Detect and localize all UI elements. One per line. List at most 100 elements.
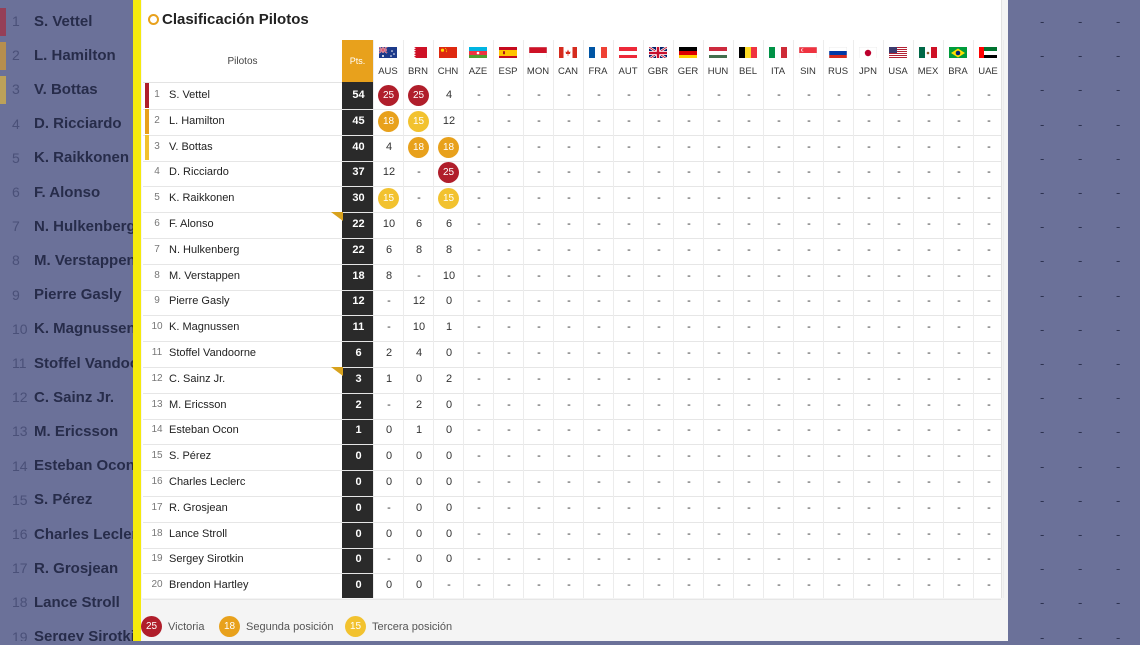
driver-row[interactable]: 8 M. Verstappen 18 8-10- - - - - - - - - - - - - - - - - - xyxy=(143,263,1001,291)
race-header-esp[interactable]: ESP xyxy=(493,40,523,82)
race-result-cell: - xyxy=(853,237,884,263)
driver-row[interactable]: 19 Sergey Sirotkin 0-0 0- - - - - - - - - - - - - - - - - - xyxy=(143,547,1001,575)
race-header-jpn[interactable]: JPN xyxy=(853,40,883,82)
race-result-cell: - xyxy=(913,495,944,521)
background-position: 8 xyxy=(12,252,20,269)
race-result-cell: - xyxy=(373,392,404,418)
race-result-cell: - xyxy=(613,83,644,108)
driver-row[interactable]: 2 L. Hamilton 45 18 15 12- - - - - - - - - - - - - - - - - - xyxy=(143,108,1001,136)
race-header-can[interactable]: CAN xyxy=(553,40,583,82)
driver-name[interactable]: K. Magnussen xyxy=(169,321,240,334)
race-result-cell: - xyxy=(763,418,794,444)
race-result-cell: - xyxy=(853,495,884,521)
race-result-cell: - xyxy=(793,237,824,263)
race-result-cell: - xyxy=(523,547,554,573)
race-header-uae[interactable]: UAE xyxy=(973,40,1003,82)
driver-name[interactable]: Lance Stroll xyxy=(169,527,228,540)
driver-name[interactable]: Sergey Sirotkin xyxy=(169,553,244,566)
race-result-cell: - xyxy=(493,366,524,392)
driver-row[interactable]: 11 Stoffel Vandoorne 6 2 4 0- - - - - - - - - - - - - - - - -… xyxy=(143,341,1001,368)
race-result-cell: - xyxy=(673,212,704,237)
background-dash: - xyxy=(1040,595,1045,611)
driver-row[interactable]: 3 V. Bottas 40 4 18 18- - - - - - - - - - - - - - - - - - xyxy=(143,134,1001,162)
driver-name[interactable]: F. Alonso xyxy=(169,218,214,230)
driver-name[interactable]: M. Ericsson xyxy=(169,398,227,411)
driver-name[interactable]: M. Verstappen xyxy=(169,269,240,282)
race-result-cell: - xyxy=(763,573,794,599)
race-header-chn[interactable]: CHN xyxy=(433,40,463,82)
race-header-mon[interactable]: MON xyxy=(523,40,553,82)
race-result-cell: 1 xyxy=(403,418,434,444)
race-result-cell: - xyxy=(583,470,614,495)
driver-row[interactable]: 5 K. Raikkonen 30 15-15- - - - - - - - - - - - - - - - - - xyxy=(143,186,1001,214)
race-header-gbr[interactable]: GBR xyxy=(643,40,673,82)
race-result-cell: - xyxy=(703,263,734,289)
driver-name[interactable]: N. Hulkenberg xyxy=(169,243,240,256)
driver-name[interactable]: Stoffel Vandoorne xyxy=(169,347,257,359)
race-header-hun[interactable]: HUN xyxy=(703,40,733,82)
driver-row[interactable]: 17 R. Grosjean 0-0 0- - - - - - - - - - - - - - - - - - xyxy=(143,495,1001,523)
legend-label: Victoria xyxy=(168,620,205,633)
driver-row[interactable]: 13 M. Ericsson 2-2 0- - - - - - - - - - - - - - - - - - xyxy=(143,392,1001,420)
race-header-usa[interactable]: USA xyxy=(883,40,913,82)
hungary-flag xyxy=(709,46,727,58)
driver-name[interactable]: K. Raikkonen xyxy=(169,192,235,205)
driver-name[interactable]: C. Sainz Jr. xyxy=(169,372,226,385)
aus-flag xyxy=(379,46,397,58)
driver-row[interactable]: 12 C. Sainz Jr. 3 1 0 2- - - - - - - - - - - - - - - - - - xyxy=(143,366,1001,394)
driver-name[interactable]: R. Grosjean xyxy=(169,501,228,514)
driver-name[interactable]: D. Ricciardo xyxy=(169,166,229,179)
race-result-cell: - xyxy=(553,573,584,599)
driver-position: 18 xyxy=(151,527,163,539)
driver-row[interactable]: 10 K. Magnussen 11-10 1- - - - - - - - - - - - - - - - - - xyxy=(143,315,1001,343)
race-result-cell: - xyxy=(793,444,824,470)
background-dash: - xyxy=(1116,356,1121,371)
driver-position: 6 xyxy=(154,218,160,229)
race-header-sin[interactable]: SIN xyxy=(793,40,823,82)
race-header-bel[interactable]: BEL xyxy=(733,40,763,82)
race-result-cell: - xyxy=(763,83,794,108)
driver-row[interactable]: 20 Brendon Hartley 0 0 0- - - - - - - - - - - - - - - - - - - xyxy=(143,573,1001,601)
driver-name[interactable]: Charles Leclerc xyxy=(169,476,246,488)
race-header-aze[interactable]: AZE xyxy=(463,40,493,82)
race-result-cell: - xyxy=(883,341,914,366)
background-driver-name: N. Hulkenberg xyxy=(34,217,133,235)
background-dash: - xyxy=(1040,561,1045,577)
driver-name[interactable]: Esteban Ocon xyxy=(169,424,239,437)
driver-name[interactable]: S. Vettel xyxy=(169,89,210,101)
driver-name[interactable]: S. Pérez xyxy=(169,450,212,463)
race-result-cell: - xyxy=(883,315,914,341)
driver-row[interactable]: 6 F. Alonso 22 10 6 6- - - - - - - - - - - - - - - - - - xyxy=(143,212,1001,239)
race-result-cell: 10 xyxy=(373,212,404,237)
driver-row[interactable]: 16 Charles Leclerc 0 0 0 0- - - - - - - - - - - - - - - - - - xyxy=(143,470,1001,497)
driver-name[interactable]: L. Hamilton xyxy=(169,114,225,127)
driver-row[interactable]: 4 D. Ricciardo 37 12-25- - - - - - - - - - - - - - - - - - xyxy=(143,160,1001,188)
background-driver-name: Esteban Ocon xyxy=(34,457,133,475)
driver-row[interactable]: 9 Pierre Gasly 12-12 0- - - - - - - - - - - - - - - - - - xyxy=(143,289,1001,317)
driver-name[interactable]: Pierre Gasly xyxy=(169,295,230,308)
race-result-cell: - xyxy=(523,315,554,341)
driver-row[interactable]: 7 N. Hulkenberg 22 6 8 8- - - - - - - - - - - - - - - - - - xyxy=(143,237,1001,265)
race-header-bra[interactable]: BRA xyxy=(943,40,973,82)
race-header-rus[interactable]: RUS xyxy=(823,40,853,82)
race-header-mex[interactable]: MEX xyxy=(913,40,943,82)
background-dash: - xyxy=(1040,424,1045,440)
race-header-aut[interactable]: AUT xyxy=(613,40,643,82)
race-header-aus[interactable]: AUS xyxy=(373,40,403,82)
race-result-cell: - xyxy=(943,418,974,444)
driver-name[interactable]: Brendon Hartley xyxy=(169,579,249,592)
race-header-ita[interactable]: ITA xyxy=(763,40,793,82)
driver-row[interactable]: 14 Esteban Ocon 1 0 1 0- - - - - - - - - - - - - - - - - - xyxy=(143,418,1001,446)
race-result-cell: - xyxy=(733,108,764,134)
belgium-flag xyxy=(739,46,757,58)
driver-row[interactable]: 1 S. Vettel 54 25 25 4- - - - - - - - - - - - - - - - - - xyxy=(143,83,1001,110)
driver-row[interactable]: 15 S. Pérez 0 0 0 0- - - - - - - - - - - - - - - - - - xyxy=(143,444,1001,472)
driver-row[interactable]: 18 Lance Stroll 0 0 0 0- - - - - - - - - - - - - - - - - - xyxy=(143,521,1001,549)
background-dash: - xyxy=(1040,150,1045,166)
race-header-ger[interactable]: GER xyxy=(673,40,703,82)
race-header-fra[interactable]: FRA xyxy=(583,40,613,82)
driver-name[interactable]: V. Bottas xyxy=(169,140,213,153)
race-header-brn[interactable]: BRN xyxy=(403,40,433,82)
background-dash: - xyxy=(1078,356,1083,371)
race-result-cell: - xyxy=(553,134,584,160)
